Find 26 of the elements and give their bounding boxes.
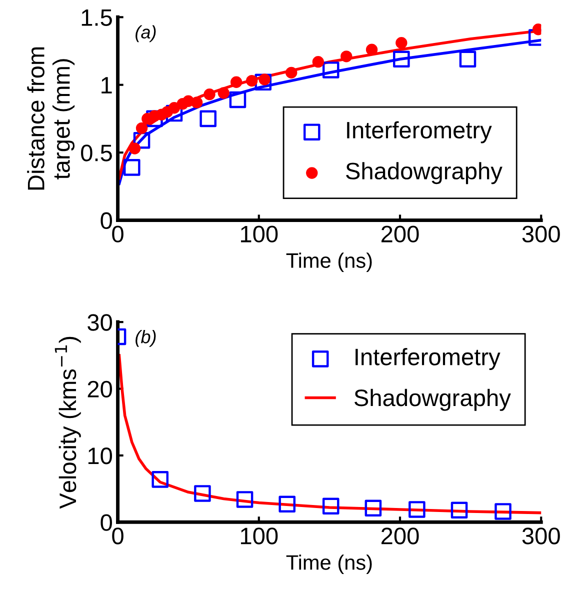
legend-label: Shadowgraphy: [354, 388, 511, 411]
x-tick-label: 0: [112, 226, 124, 242]
y-tick-label: 0: [100, 212, 112, 230]
x-tick-label: 300: [522, 226, 560, 242]
x-tick-label: 200: [382, 226, 419, 242]
y-tick-label: 0.5: [81, 144, 112, 162]
y-axis-title: Velocity (kms$^{−1}$): [54, 336, 81, 509]
x-tick-label: 200: [382, 528, 419, 544]
legend-label: Interferometry: [347, 121, 492, 144]
y-tick-label: 1: [102, 77, 112, 94]
annotation: (b): [136, 330, 156, 347]
x-tick-label: 0: [112, 528, 124, 544]
legend-label: Shadowgraphy: [346, 162, 502, 184]
x-axis-title: Time (ns): [286, 252, 372, 272]
y-tick-label: 20: [88, 380, 112, 398]
legend-label: Interferometry: [356, 348, 500, 370]
y-axis-title: Distance from target (mm): [27, 47, 75, 190]
y-tick-label: 0: [100, 514, 112, 531]
y-tick-label: 1.5: [82, 9, 112, 26]
annotation: (a): [136, 25, 156, 42]
y-tick-label: 30: [88, 314, 112, 331]
x-tick-label: 100: [241, 226, 278, 242]
x-tick-label: 100: [241, 528, 278, 544]
x-tick-label: 300: [522, 528, 560, 544]
x-axis-title: Time (ns): [286, 554, 372, 574]
y-tick-label: 10: [88, 448, 112, 464]
